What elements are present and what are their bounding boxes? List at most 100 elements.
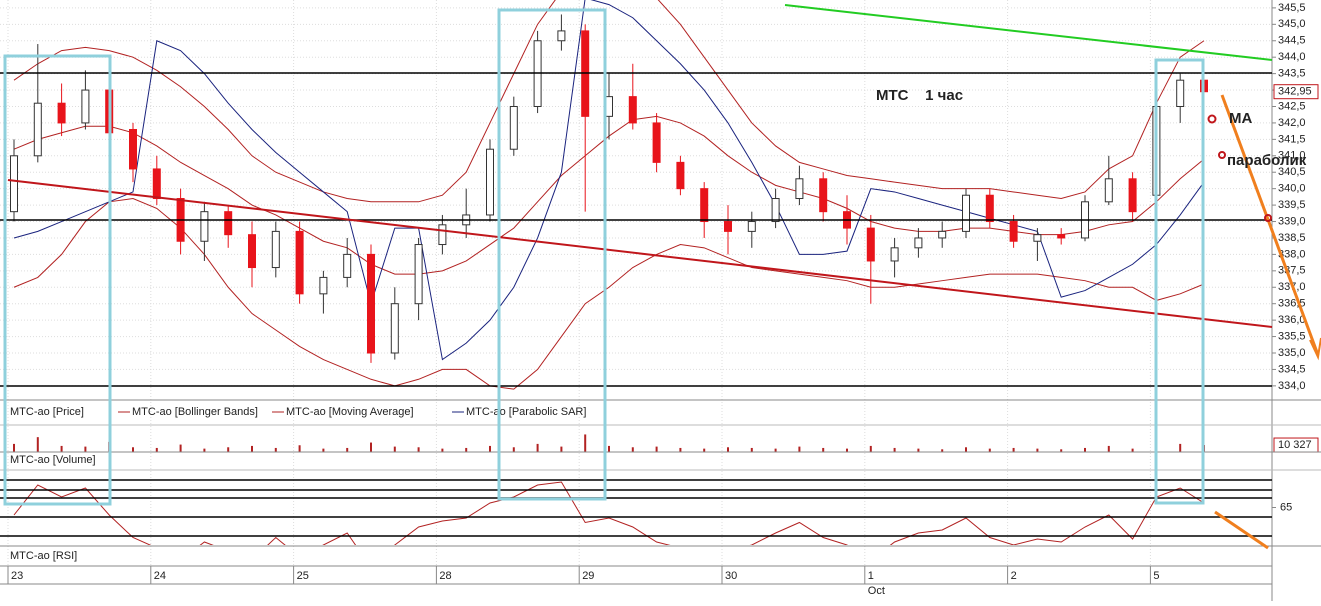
bollinger-band (13, 198, 1205, 390)
volume-bar (441, 448, 444, 452)
x-tick-label: 5 (1153, 570, 1159, 582)
volume-bar (727, 447, 729, 452)
candle-body (890, 247, 899, 262)
bollinger-band (13, 0, 1205, 203)
rsi-line (13, 481, 1205, 545)
candle-body (1104, 178, 1113, 203)
candle-body (390, 303, 399, 354)
x-tick-label: 25 (297, 570, 309, 582)
volume-bar (965, 447, 967, 452)
volume-bar (798, 446, 801, 452)
volume-bar (774, 448, 777, 452)
volume-bar (274, 447, 277, 452)
volume-bar (512, 447, 515, 452)
candle-body (414, 244, 423, 305)
volume-bar (1131, 448, 1134, 452)
volume-bar (679, 447, 682, 452)
volume-bar (893, 447, 896, 452)
y-tick-label: 339,0 (1278, 215, 1306, 227)
volume-tag-label: 10 327 (1278, 439, 1312, 451)
candle-body (962, 194, 970, 232)
candle-body (33, 102, 42, 157)
volume-bar (560, 446, 563, 452)
volume-bar (346, 447, 349, 452)
volume-bar (465, 447, 468, 452)
volume-bar (536, 443, 539, 452)
annotation: МТС 1 час (876, 87, 963, 104)
candle-body (1009, 221, 1018, 242)
volume-bar (869, 445, 872, 452)
x-tick-label: 28 (439, 570, 451, 582)
candle-body (700, 188, 709, 223)
candle-body (557, 30, 566, 42)
candle-body (747, 221, 756, 232)
x-tick-label: 1 (868, 570, 874, 582)
y-tick-label: 338,5 (1278, 232, 1306, 244)
candle-body (771, 198, 780, 223)
y-tick-label: 342,5 (1278, 100, 1306, 112)
volume-bar (36, 437, 39, 452)
volume-bar (60, 445, 63, 452)
y-tick-label: 340,0 (1278, 183, 1306, 195)
legend-entry: MTC-ao [Parabolic SAR] (466, 406, 586, 418)
y-tick-label: 334,0 (1278, 380, 1306, 392)
arrow (1220, 94, 1320, 356)
volume-bar (203, 448, 206, 452)
candle-body (605, 96, 613, 117)
y-tick-label: 338,0 (1278, 248, 1306, 260)
rsi-panel (13, 481, 1205, 545)
volume-bar (1012, 447, 1015, 452)
legend-entry: MTC-ao [Price] (10, 406, 84, 418)
volume-bar (750, 447, 753, 452)
volume-bar (179, 444, 182, 452)
grid (0, 0, 1272, 566)
volume-bar (631, 447, 634, 452)
legend-entry: MTC-ao [Moving Average] (286, 406, 414, 418)
volume-bar (846, 448, 848, 452)
candle-body (1033, 234, 1042, 242)
highlight-box (497, 8, 607, 501)
candle-body (1057, 234, 1066, 239)
annotation: МА (1229, 110, 1252, 127)
volume-bar (822, 447, 825, 452)
drawings (0, 4, 1321, 550)
candle-body (652, 122, 661, 163)
candle-body (1128, 178, 1137, 213)
volume-bar (13, 443, 15, 452)
x-tick-label: 24 (154, 570, 166, 582)
indicator-line (13, 0, 1205, 361)
candle-body (81, 89, 90, 124)
volume-bar (1036, 448, 1039, 452)
candle-body (1176, 79, 1185, 107)
candle-body (224, 211, 233, 236)
y-tick-label: 335,5 (1278, 330, 1306, 342)
volume-bar (84, 446, 87, 452)
volume-bar (251, 445, 253, 452)
y-tick-label: 336,0 (1278, 314, 1306, 326)
candle-body (271, 230, 280, 269)
candle-body (200, 211, 209, 242)
volume-bar (1060, 449, 1063, 452)
volume-bar (417, 447, 420, 452)
legend-entry: MTC-ao [Bollinger Bands] (132, 406, 258, 418)
candle-body (152, 168, 161, 200)
y-tick-label: 345,5 (1278, 2, 1306, 14)
x-tick-label: 2 (1011, 570, 1017, 582)
y-tick-label: 335,0 (1278, 347, 1306, 359)
candle-body (10, 155, 18, 213)
candle-body (985, 194, 994, 223)
candle-body (819, 178, 828, 213)
marker (1218, 151, 1226, 159)
marker (1264, 214, 1272, 222)
candle-body (57, 102, 66, 124)
y-tick-label: 341,0 (1278, 150, 1306, 162)
volume-bar (298, 445, 301, 452)
volume-bar (1107, 445, 1110, 452)
y-tick-label: 343,5 (1278, 68, 1306, 80)
candle-body (628, 96, 637, 124)
price-tag-label: 342,95 (1278, 86, 1312, 98)
y-tick-label: 339,5 (1278, 199, 1306, 211)
y-tick-label: 344,5 (1278, 35, 1306, 47)
